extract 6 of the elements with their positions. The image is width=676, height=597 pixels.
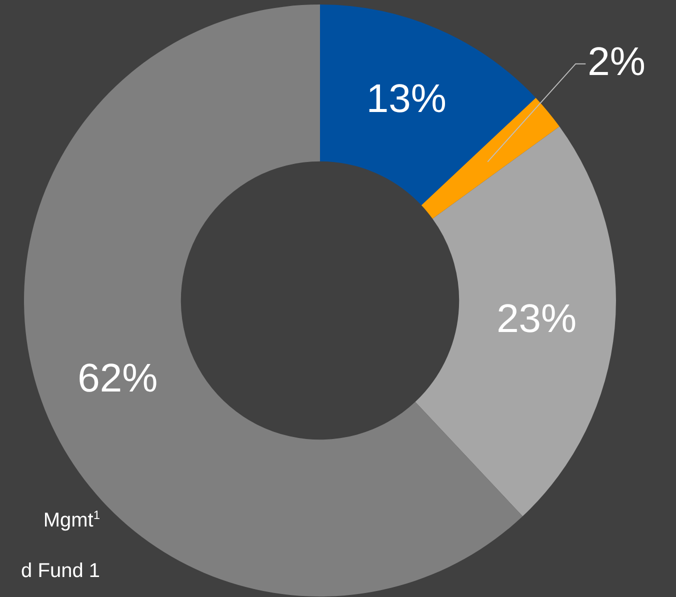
- data-label: 2%: [588, 40, 646, 84]
- data-label: 62%: [78, 356, 158, 401]
- data-label: 13%: [366, 76, 446, 121]
- data-label: 23%: [496, 297, 577, 342]
- text: d Fund 1: [20, 560, 100, 583]
- text: Mgmt$^{1}$: [42, 508, 100, 533]
